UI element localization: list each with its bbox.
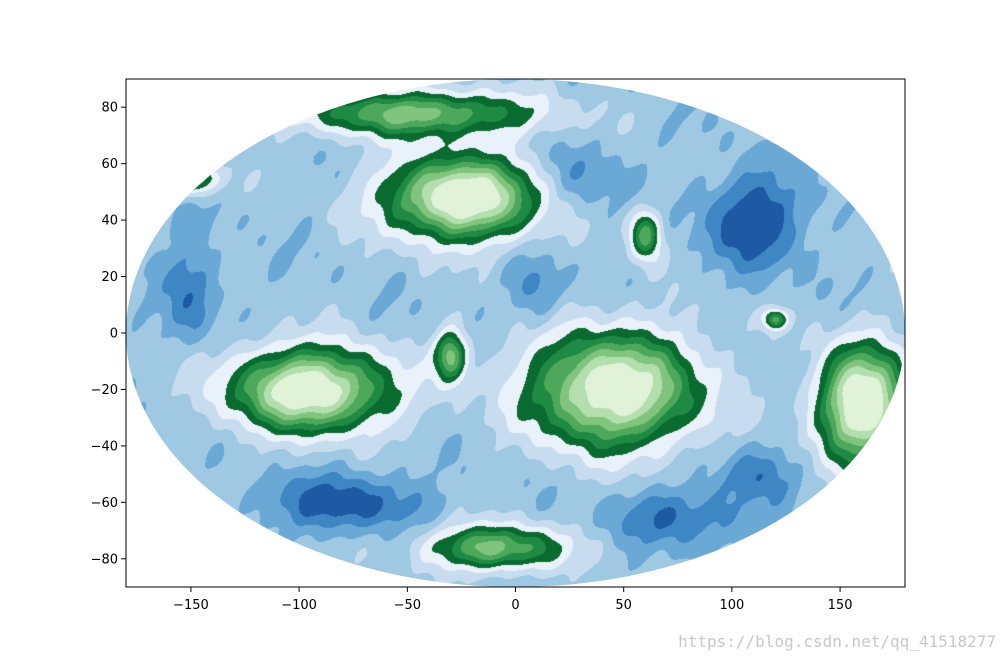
y-tick-label: 40	[101, 214, 118, 229]
y-tick-label: −80	[91, 552, 118, 567]
x-tick-label: 0	[511, 598, 519, 613]
y-tick-label: −40	[91, 439, 118, 454]
x-axis: −150 −100 −50 0 50 100 150	[173, 587, 852, 613]
watermark-text: https://blog.csdn.net/qq_41518277	[678, 632, 996, 651]
y-tick-label: 60	[101, 157, 118, 172]
map-surface	[126, 79, 905, 587]
y-tick-label: −60	[91, 496, 118, 511]
x-tick-label: 50	[615, 598, 632, 613]
y-tick-label: 20	[101, 270, 118, 285]
map-raster	[126, 79, 905, 587]
x-tick-label: 100	[719, 598, 744, 613]
x-tick-label: −150	[173, 598, 209, 613]
x-tick-label: −50	[394, 598, 421, 613]
x-tick-label: −100	[281, 598, 317, 613]
y-axis: −80 −60 −40 −20 0 20 40 60 80	[91, 101, 126, 567]
y-tick-label: −20	[91, 383, 118, 398]
y-tick-label: 0	[110, 327, 118, 342]
x-tick-label: 150	[828, 598, 853, 613]
y-tick-label: 80	[101, 101, 118, 116]
